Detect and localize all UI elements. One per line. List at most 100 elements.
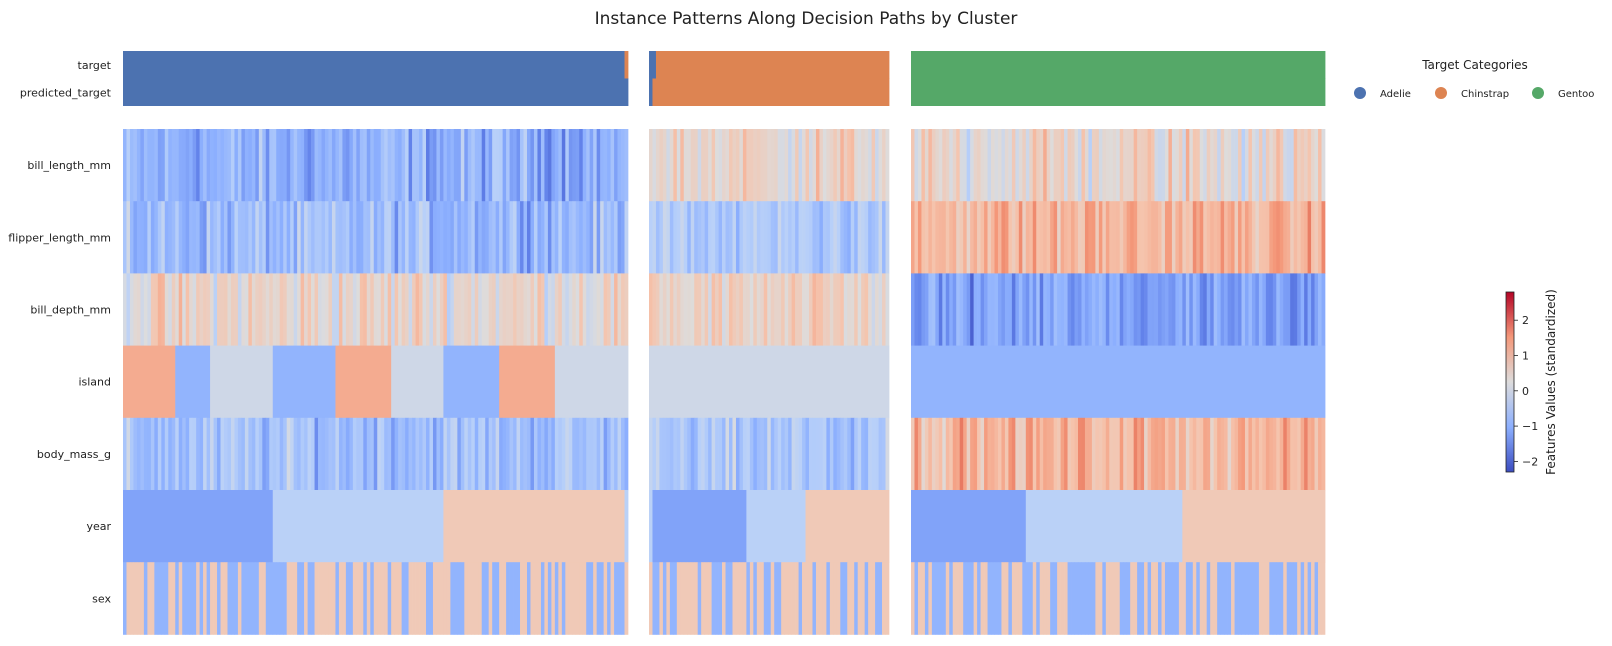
- bill-length-mm-cell: [387, 129, 392, 202]
- bill-length-mm-cell: [1213, 129, 1218, 202]
- bill-depth-mm-cell: [945, 273, 950, 346]
- bill-depth-mm-cell: [478, 273, 483, 346]
- flipper-length-mm-cell: [286, 201, 291, 274]
- bill-depth-mm-cell: [150, 273, 155, 346]
- bill-length-mm-cell: [715, 129, 719, 202]
- body-mass-g-cell: [1304, 417, 1308, 491]
- body-mass-g-cell: [694, 417, 699, 491]
- sex-cell: [283, 562, 288, 635]
- body-mass-g-cell: [1210, 417, 1215, 491]
- bill-length-mm-cell: [558, 129, 563, 202]
- body-mass-g-cell: [126, 417, 131, 491]
- flipper-length-mm-cell: [662, 201, 667, 274]
- bill-length-mm-cell: [206, 129, 211, 202]
- bill-depth-mm-cell: [991, 273, 995, 346]
- body-mass-g-cell: [248, 417, 253, 491]
- flipper-length-mm-cell: [1192, 201, 1197, 274]
- body-mass-g-cell: [829, 417, 834, 491]
- bill-depth-mm-cell: [987, 273, 992, 346]
- bill-length-mm-cell: [1151, 129, 1155, 202]
- body-mass-g-cell: [1272, 417, 1277, 491]
- bill-depth-mm-cell: [1255, 273, 1260, 346]
- bill-length-mm-cell: [398, 129, 402, 202]
- body-mass-g-cell: [798, 417, 803, 491]
- bill-depth-mm-cell: [363, 273, 368, 346]
- chart-title: Instance Patterns Along Decision Paths b…: [595, 9, 1018, 29]
- bill-length-mm-cell: [966, 129, 971, 202]
- body-mass-g-cell: [1234, 417, 1239, 491]
- sex-cell: [1300, 562, 1305, 635]
- body-mass-g-cell: [1105, 417, 1110, 491]
- body-mass-g-cell: [610, 417, 615, 491]
- flipper-length-mm-cell: [956, 201, 961, 274]
- flipper-length-mm-cell: [537, 201, 542, 274]
- bill-depth-mm-cell: [795, 273, 799, 346]
- body-mass-g-cell: [956, 417, 961, 491]
- flipper-length-mm-cell: [1321, 201, 1326, 274]
- sex-cell: [1248, 562, 1253, 635]
- flipper-length-mm-cell: [314, 201, 319, 274]
- sex-cell: [349, 562, 354, 635]
- flipper-length-mm-cell: [694, 201, 699, 274]
- bill-depth-mm-cell: [760, 273, 765, 346]
- body-mass-g-cell: [756, 417, 761, 491]
- body-mass-g-cell: [210, 417, 214, 491]
- bill-depth-mm-cell: [328, 273, 333, 346]
- sex-cell: [614, 562, 618, 635]
- bill-length-mm-cell: [680, 129, 685, 202]
- flipper-length-mm-cell: [1168, 201, 1173, 274]
- flipper-length-mm-cell: [244, 201, 249, 274]
- flipper-length-mm-cell: [928, 201, 933, 274]
- flipper-length-mm-cell: [1119, 201, 1124, 274]
- body-mass-g-cell: [554, 417, 559, 491]
- sex-cell: [763, 562, 768, 635]
- bill-length-mm-cell: [1234, 129, 1239, 202]
- bill-length-mm-cell: [701, 129, 705, 202]
- flipper-length-mm-cell: [380, 201, 385, 274]
- sex-cell: [164, 562, 169, 635]
- bill-length-mm-cell: [683, 129, 688, 202]
- body-mass-g-cell: [1025, 417, 1030, 491]
- body-mass-g-cell: [314, 417, 319, 491]
- bill-depth-mm-cell: [237, 273, 242, 346]
- bill-depth-mm-cell: [178, 273, 183, 346]
- flipper-length-mm-cell: [471, 201, 476, 274]
- body-mass-g-cell: [1185, 417, 1190, 491]
- bill-length-mm-cell: [467, 129, 472, 202]
- target-segment-1: [649, 51, 657, 79]
- sex-cell: [997, 562, 1002, 635]
- bill-length-mm-cell: [1307, 129, 1312, 202]
- bill-depth-mm-cell: [575, 273, 580, 346]
- sex-cell: [359, 562, 364, 635]
- bill-depth-mm-cell: [230, 273, 235, 346]
- bill-depth-mm-cell: [446, 273, 451, 346]
- bill-depth-mm-cell: [1130, 273, 1135, 346]
- flipper-length-mm-cell: [168, 201, 173, 274]
- body-mass-g-cell: [363, 417, 368, 491]
- bill-depth-mm-cell: [429, 273, 434, 346]
- flipper-length-mm-cell: [687, 201, 692, 274]
- flipper-length-mm-cell: [1210, 201, 1215, 274]
- flipper-length-mm-cell: [1123, 201, 1128, 274]
- bill-length-mm-cell: [878, 129, 883, 202]
- bill-depth-mm-cell: [1286, 273, 1291, 346]
- bill-length-mm-cell: [861, 129, 865, 202]
- sex-cell: [586, 562, 591, 635]
- bill-depth-mm-cell: [300, 273, 305, 346]
- flipper-length-mm-cell: [1213, 201, 1218, 274]
- legend-label-adelie: Adelie: [1380, 89, 1411, 100]
- sex-cell: [1251, 562, 1256, 635]
- bill-depth-mm-cell: [1084, 273, 1089, 346]
- bill-depth-mm-cell: [157, 273, 162, 346]
- body-mass-g-cell: [1238, 417, 1242, 491]
- body-mass-g-cell: [1112, 417, 1117, 491]
- flipper-length-mm-cell: [161, 201, 166, 274]
- bill-length-mm-cell: [1137, 129, 1141, 202]
- body-mass-g-cell: [788, 417, 792, 491]
- flipper-length-mm-cell: [1154, 201, 1159, 274]
- bill-depth-mm-cell: [1234, 273, 1239, 346]
- flipper-length-mm-cell: [189, 201, 193, 274]
- flipper-length-mm-cell: [1098, 201, 1103, 274]
- bill-depth-mm-cell: [213, 273, 218, 346]
